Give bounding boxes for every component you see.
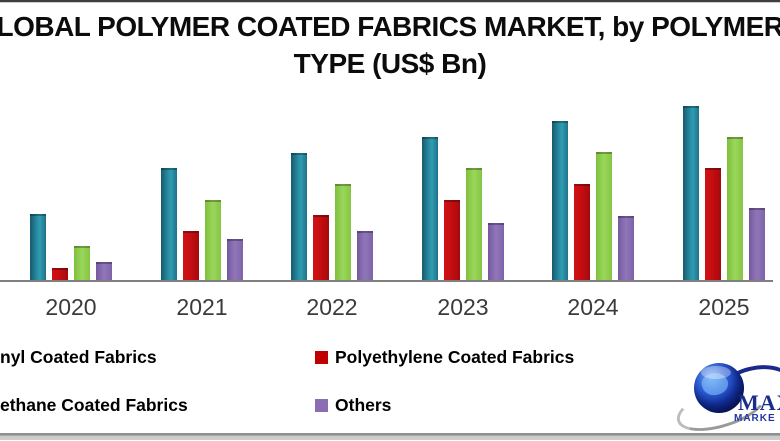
bar-group-2021 [161,0,243,280]
top-border-light [0,2,780,3]
x-tick-label-2022: 2022 [306,294,358,320]
legend-label-vinyl: nyl Coated Fabrics [0,347,157,367]
x-tick-label-2025: 2025 [698,294,750,320]
chart-title-line2: TYPE (US$ Bn) [293,48,487,79]
top-border-dark [0,0,780,2]
bar-2024-series3 [618,216,634,280]
bar-group-2022 [291,0,373,280]
chart-title-line1: LOBAL POLYMER COATED FABRICS MARKET, by … [0,11,780,42]
bar-2021-series3 [227,239,243,280]
legend-label-polyurethane: ethane Coated Fabrics [0,395,188,415]
bar-2020-series2 [74,246,90,280]
bar-2021-series0 [161,168,177,280]
legend-swatch-polyethylene [315,351,328,364]
legend-item-vinyl: nyl Coated Fabrics [0,347,157,368]
bar-2022-series3 [357,231,373,280]
x-axis-line [0,280,773,282]
bar-2025-series3 [749,208,765,280]
legend-label-polyethylene: Polyethylene Coated Fabrics [335,347,575,367]
bar-2021-series1 [183,231,199,280]
bar-2020-series0 [30,214,46,280]
x-tick-label-2020: 2020 [45,294,97,320]
x-tick-label-2021: 2021 [176,294,228,320]
bar-2025-series2 [727,137,743,280]
logo-text-secondary: MARKE [734,413,776,424]
bar-2023-series3 [488,223,504,280]
bar-2020-series1 [52,268,68,280]
maximize-market-research-logo: MAX MARKE [671,358,780,441]
x-tick-label-2024: 2024 [567,294,619,320]
bar-2023-series2 [466,168,482,280]
legend-swatch-others [315,399,328,412]
globe-icon [694,363,744,413]
logo-text-primary: MAX [738,390,780,415]
legend-item-polyurethane: ethane Coated Fabrics [0,395,188,416]
plot-area [30,0,765,280]
chart-title: LOBAL POLYMER COATED FABRICS MARKET, by … [0,8,780,82]
bar-2023-series1 [444,200,460,280]
bar-2021-series2 [205,200,221,280]
bar-group-2025 [683,0,765,280]
bar-group-2023 [422,0,504,280]
bar-2022-series2 [335,184,351,280]
bar-2024-series2 [596,152,612,280]
legend-item-polyethylene: Polyethylene Coated Fabrics [315,347,574,368]
bar-group-2020 [30,0,112,280]
bar-group-2024 [552,0,634,280]
bar-2025-series0 [683,106,699,280]
x-tick-label-2023: 2023 [437,294,489,320]
bar-2022-series0 [291,153,307,280]
legend-label-others: Others [335,395,392,415]
bar-2024-series1 [574,184,590,280]
bar-2022-series1 [313,215,329,280]
bar-2023-series0 [422,137,438,280]
bar-2025-series1 [705,168,721,280]
bar-2020-series3 [96,262,112,280]
bar-2024-series0 [552,121,568,280]
legend-item-others: Others [315,395,391,416]
bottom-gray-bar [0,433,780,440]
